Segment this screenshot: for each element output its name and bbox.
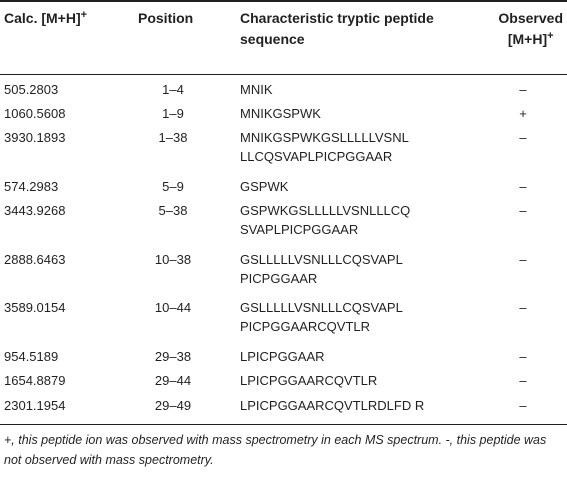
position-cell: 10–44	[154, 300, 192, 315]
observed-cell: –	[519, 82, 527, 97]
calc-cell: 2888.6463	[4, 252, 66, 267]
observed-cell: –	[519, 252, 527, 267]
header-rule	[0, 74, 567, 75]
calc-cell: 1060.5608	[4, 106, 66, 121]
sequence-cell: MNIKGSPWKGSLLLLLVSNL LLCQSVAPLPICPGGAAR	[240, 130, 409, 164]
observed-cell: –	[519, 398, 527, 413]
sequence-cell: MNIKGSPWK	[240, 106, 321, 121]
calc-cell: 3930.1893	[4, 130, 66, 145]
sequence-cell: GSLLLLLVSNLLLCQSVAPL PICPGGAARCQVTLR	[240, 300, 403, 334]
header-calc: Calc. [M+H]+	[4, 9, 88, 27]
sequence-cell: GSPWK	[240, 179, 289, 194]
header-observed: Observed [M+H]+	[498, 8, 563, 50]
header-observed-line2: [M+H]+	[507, 30, 554, 48]
observed-cell: –	[519, 130, 527, 145]
position-cell: 29–38	[154, 349, 192, 364]
position-cell: 1–38	[158, 130, 188, 145]
calc-cell: 1654.8879	[4, 373, 66, 388]
calc-cell: 574.2983	[4, 179, 59, 194]
observed-cell: –	[519, 349, 527, 364]
observed-cell: –	[519, 373, 527, 388]
calc-cell: 954.5189	[4, 349, 59, 364]
top-rule	[0, 0, 567, 2]
header-sequence-line2: sequence	[240, 31, 305, 47]
calc-cell: 505.2803	[4, 82, 59, 97]
header-observed-line1: Observed	[498, 10, 563, 26]
bottom-rule	[0, 424, 567, 425]
sequence-cell: MNIK	[240, 82, 273, 97]
position-cell: 29–44	[154, 373, 192, 388]
sequence-cell: GSLLLLLVSNLLLCQSVAPL PICPGGAAR	[240, 252, 403, 286]
position-cell: 1–9	[162, 106, 184, 121]
sequence-cell: LPICPGGAAR	[240, 349, 325, 364]
sequence-cell: LPICPGGAARCQVTLR	[240, 373, 378, 388]
position-cell: 5–38	[158, 203, 188, 218]
observed-cell: –	[519, 300, 527, 315]
header-sequence-line1: Characteristic tryptic peptide	[240, 10, 434, 26]
sequence-cell: GSPWKGSLLLLLVSNLLLCQ SVAPLPICPGGAAR	[240, 203, 411, 237]
calc-cell: 3443.9268	[4, 203, 66, 218]
observed-cell: –	[519, 203, 527, 218]
position-cell: 1–4	[162, 82, 184, 97]
observed-cell: +	[519, 106, 527, 121]
sequence-cell: LPICPGGAARCQVTLRDLFD R	[240, 398, 425, 413]
position-cell: 5–9	[162, 179, 184, 194]
footnote: +, this peptide ion was observed with ma…	[4, 433, 547, 467]
position-cell: 10–38	[154, 252, 192, 267]
observed-cell: –	[519, 179, 527, 194]
header-sequence: Characteristic tryptic peptide sequence	[240, 8, 434, 50]
position-cell: 29–49	[154, 398, 192, 413]
calc-cell: 3589.0154	[4, 300, 66, 315]
calc-cell: 2301.1954	[4, 398, 66, 413]
header-position: Position	[138, 10, 194, 26]
